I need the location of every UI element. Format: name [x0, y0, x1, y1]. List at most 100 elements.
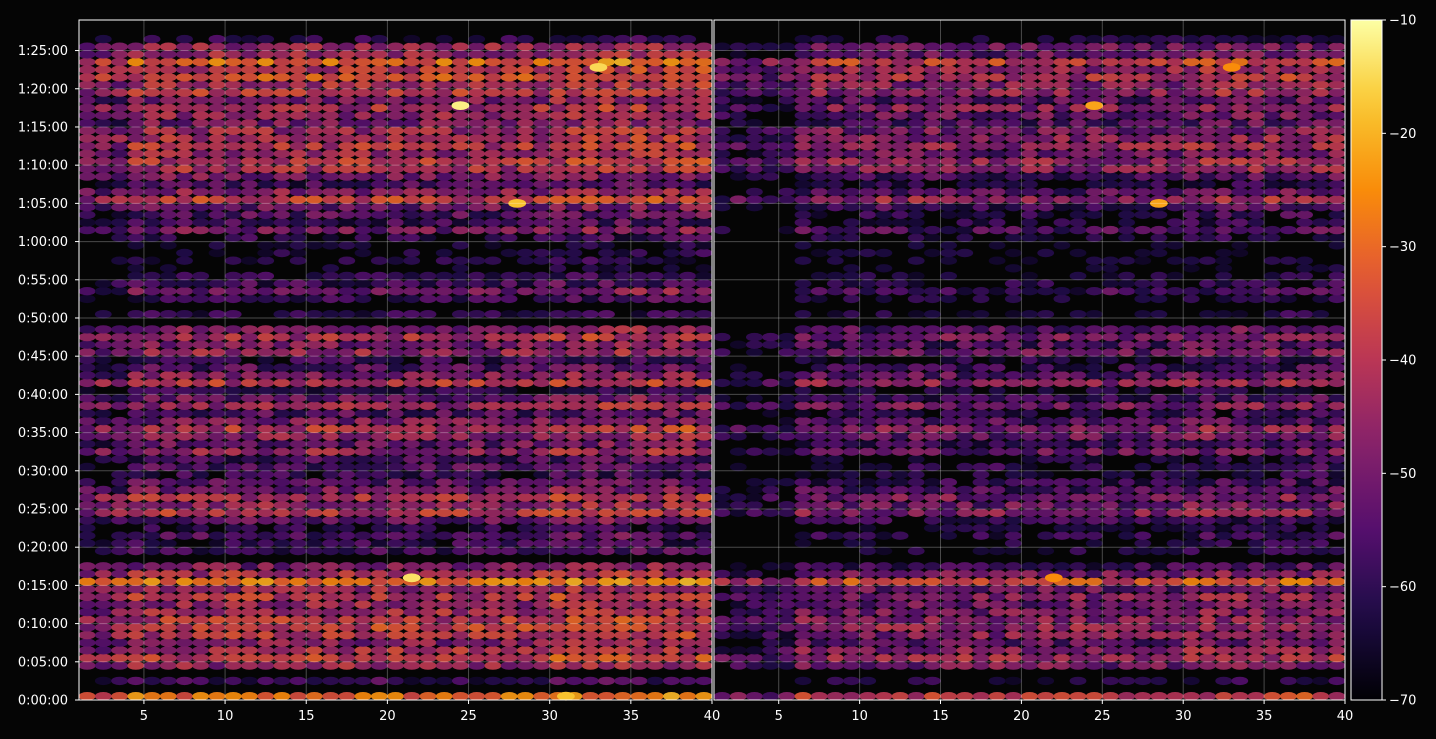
heatmap-cell [484, 363, 502, 372]
heatmap-cell [663, 386, 680, 395]
heatmap-cell [1312, 501, 1330, 510]
heatmap-cell [1053, 516, 1071, 525]
heatmap-cell [241, 478, 258, 487]
heatmap-cell [746, 569, 763, 579]
heatmap-cell [192, 478, 210, 487]
heatmap-cell [565, 493, 583, 502]
heatmap-cell [1182, 401, 1200, 410]
heatmap-cell [127, 256, 145, 265]
heatmap-cell [581, 126, 599, 135]
heatmap-cell [435, 615, 453, 624]
heatmap-cell [972, 294, 990, 304]
heatmap-cell [826, 455, 844, 464]
heatmap-cell [549, 661, 567, 670]
heatmap-cell [533, 661, 550, 670]
heatmap-cell [859, 363, 877, 372]
heatmap-cell [972, 692, 990, 701]
heatmap-cell [289, 118, 307, 128]
heatmap-cell [1182, 394, 1200, 403]
heatmap-cell [403, 103, 421, 113]
heatmap-cell [1102, 256, 1119, 265]
heatmap-cell [581, 203, 599, 212]
heatmap-cell [679, 111, 697, 120]
heatmap-cell [565, 134, 583, 143]
heatmap-cell [630, 401, 648, 410]
heatmap-cell [1150, 439, 1168, 449]
heatmap-cell [1280, 455, 1297, 464]
heatmap-cell [614, 623, 632, 632]
heatmap-cell [875, 470, 893, 479]
heatmap-cell [468, 149, 486, 158]
heatmap-cell [78, 371, 96, 380]
heatmap-cell [1069, 378, 1087, 388]
heatmap-cell [387, 42, 404, 51]
heatmap-cell [322, 103, 339, 113]
heatmap-cell [143, 462, 161, 472]
heatmap-cell [241, 325, 258, 334]
heatmap-cell [1166, 485, 1184, 495]
heatmap-cell [843, 332, 860, 342]
heatmap-cell [452, 172, 469, 181]
heatmap-cell [419, 42, 437, 51]
heatmap-cell [907, 363, 925, 372]
heatmap-cell [468, 478, 486, 487]
heatmap-cell [468, 287, 486, 296]
heatmap-cell [1182, 325, 1200, 334]
heatmap-cell [273, 80, 291, 90]
heatmap-cell [1263, 439, 1281, 449]
heatmap-cell [192, 287, 210, 296]
heatmap-cell [988, 340, 1006, 349]
heatmap-cell [176, 569, 193, 579]
heatmap-cell [729, 577, 747, 586]
heatmap-cell [338, 516, 356, 525]
heatmap-cell [224, 607, 242, 617]
heatmap-cell [1053, 378, 1071, 388]
heatmap-cell [484, 42, 502, 51]
heatmap-cell [1328, 432, 1346, 441]
heatmap-cell [208, 203, 226, 212]
heatmap-cell [891, 271, 909, 281]
heatmap-cell [159, 394, 177, 403]
heatmap-cell [778, 592, 796, 602]
heatmap-cell [208, 569, 226, 579]
heatmap-cell [403, 118, 421, 128]
heatmap-cell [826, 310, 844, 319]
heatmap-cell [224, 203, 242, 212]
heatmap-cell [533, 508, 550, 517]
heatmap-cell [159, 88, 177, 97]
heatmap-cell [614, 287, 632, 296]
heatmap-cell [1021, 340, 1038, 349]
heatmap-cell [159, 355, 177, 365]
heatmap-cell [1085, 653, 1103, 663]
heatmap-cell [322, 57, 339, 67]
heatmap-cell [1215, 210, 1233, 219]
heatmap-cell [1296, 646, 1313, 655]
heatmap-cell [907, 478, 925, 487]
heatmap-cell [695, 271, 713, 281]
heatmap-cell [1280, 386, 1297, 395]
heatmap-cell [1231, 607, 1249, 617]
heatmap-cell [1247, 638, 1265, 647]
heatmap-cell [794, 218, 812, 227]
heatmap-cell [614, 531, 632, 540]
heatmap-cell [127, 287, 145, 296]
heatmap-cell [484, 332, 502, 342]
heatmap-cell [500, 149, 518, 158]
heatmap-cell [1118, 630, 1135, 640]
heatmap-cell [891, 478, 909, 487]
heatmap-cell [289, 233, 307, 242]
heatmap-cell [1328, 493, 1346, 502]
heatmap-cell [176, 65, 193, 74]
heatmap-cell [1312, 409, 1330, 418]
heatmap-cell [843, 630, 860, 640]
heatmap-cell [533, 470, 550, 479]
heatmap-cell [1328, 378, 1346, 388]
heatmap-cell [630, 340, 648, 349]
heatmap-cell [1328, 287, 1346, 296]
heatmap-cell [370, 676, 388, 686]
heatmap-cell [1296, 600, 1313, 609]
heatmap-cell [289, 394, 307, 403]
heatmap-cell [972, 371, 990, 380]
heatmap-cell [305, 516, 323, 525]
heatmap-cell [224, 218, 242, 227]
